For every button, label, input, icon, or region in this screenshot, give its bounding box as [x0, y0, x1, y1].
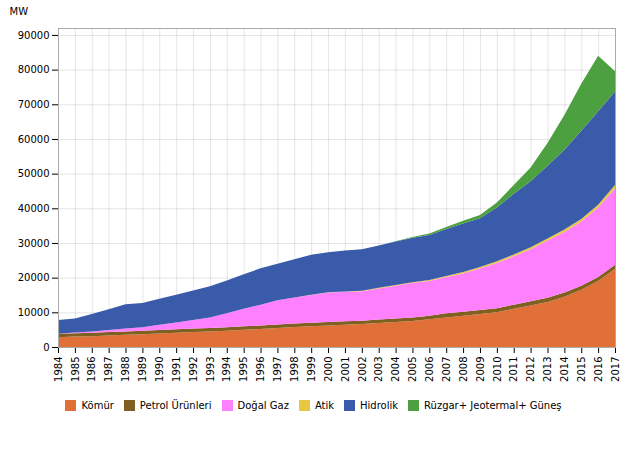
- svg-text:2005: 2005: [407, 357, 418, 382]
- html-text:Petrol Ürünleri: Petrol Ürünleri: [139, 400, 212, 411]
- svg-text:2002: 2002: [357, 357, 368, 382]
- svg-text:2012: 2012: [525, 357, 536, 382]
- svg-text:1989: 1989: [137, 357, 148, 382]
- svg-text:2004: 2004: [390, 357, 401, 382]
- html-text:Atik: Atik: [314, 400, 334, 411]
- svg-text:10000: 10000: [18, 307, 50, 318]
- html-text:Hidrolik: Hidrolik: [360, 400, 399, 411]
- svg-text:1994: 1994: [221, 357, 232, 382]
- svg-text:1998: 1998: [289, 357, 300, 382]
- svg-text:50000: 50000: [18, 168, 50, 179]
- svg-text:2010: 2010: [492, 357, 503, 382]
- svg-text:80000: 80000: [18, 64, 50, 75]
- svg-text:2013: 2013: [542, 357, 553, 382]
- svg-text:2003: 2003: [373, 357, 384, 382]
- svg-text:1995: 1995: [238, 357, 249, 382]
- svg-text:2008: 2008: [458, 357, 469, 382]
- svg-text:1986: 1986: [86, 357, 97, 382]
- svg-text:2016: 2016: [593, 357, 604, 382]
- svg-text:1990: 1990: [154, 357, 165, 382]
- svg-text:1996: 1996: [255, 357, 266, 382]
- svg-text:1987: 1987: [103, 357, 114, 382]
- svg-text:90000: 90000: [18, 30, 50, 41]
- svg-text:2007: 2007: [441, 357, 452, 382]
- html-text:Rüzgar+ Jeotermal+ Güneş: Rüzgar+ Jeotermal+ Güneş: [424, 400, 562, 411]
- svg-text:2009: 2009: [475, 357, 486, 382]
- svg-text:1984: 1984: [53, 357, 64, 382]
- svg-text:MW: MW: [10, 6, 29, 17]
- svg-text:1999: 1999: [306, 357, 317, 382]
- svg-text:2006: 2006: [424, 357, 435, 382]
- svg-text:30000: 30000: [18, 238, 50, 249]
- html-text:Doğal Gaz: Doğal Gaz: [237, 400, 289, 411]
- svg-text:60000: 60000: [18, 134, 50, 145]
- svg-text:2011: 2011: [508, 357, 519, 382]
- svg-text:1985: 1985: [70, 357, 81, 382]
- svg-text:1993: 1993: [205, 357, 216, 382]
- svg-text:1991: 1991: [171, 357, 182, 382]
- svg-text:2000: 2000: [323, 357, 334, 382]
- svg-text:0: 0: [43, 342, 49, 353]
- html-text:Kömür: Kömür: [81, 400, 114, 411]
- svg-text:20000: 20000: [18, 272, 50, 283]
- svg-text:2014: 2014: [559, 357, 570, 382]
- svg-text:40000: 40000: [18, 203, 50, 214]
- svg-text:1992: 1992: [188, 357, 199, 382]
- svg-text:2001: 2001: [340, 357, 351, 382]
- svg-text:1997: 1997: [272, 357, 283, 382]
- svg-text:2015: 2015: [576, 357, 587, 382]
- svg-text:70000: 70000: [18, 99, 50, 110]
- svg-text:1988: 1988: [120, 357, 131, 382]
- svg-text:2017: 2017: [610, 357, 621, 382]
